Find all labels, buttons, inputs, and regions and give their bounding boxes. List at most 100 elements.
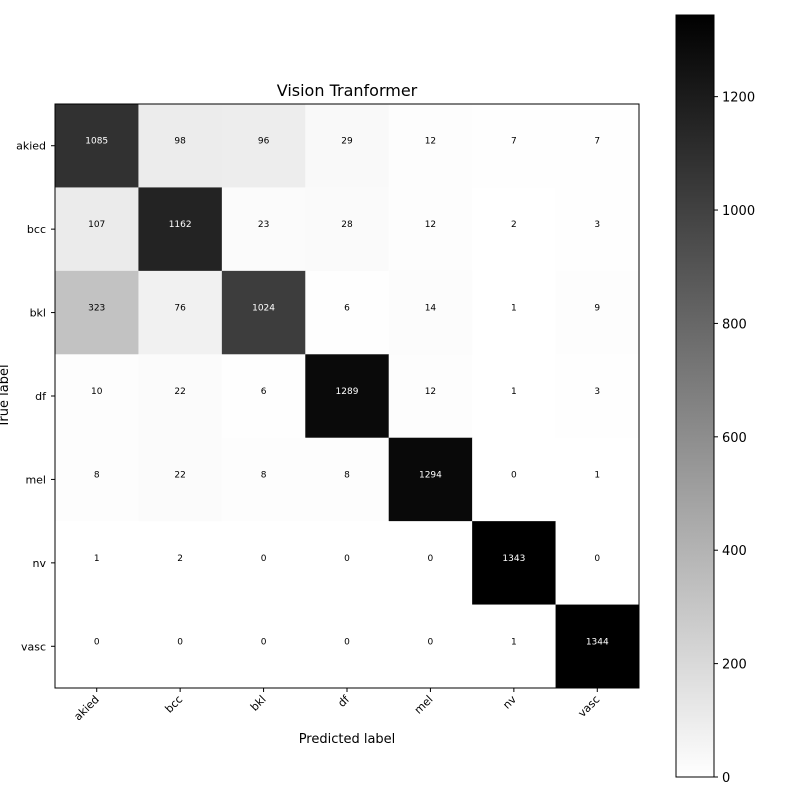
y-tick-label: bkl	[30, 307, 46, 320]
x-tick-label: nv	[500, 693, 519, 712]
heatmap-cell	[138, 104, 223, 188]
y-axis-ticks: akied bcc bkl df mel nv vasc	[16, 140, 55, 653]
cell-value-label: 23	[258, 220, 269, 230]
y-tick-label: bcc	[27, 223, 46, 236]
colorbar-tick-label: 1000	[722, 204, 755, 219]
cell-value-label: 0	[594, 554, 600, 564]
heatmap-cell	[555, 187, 640, 272]
heatmap-cells	[55, 104, 640, 689]
cell-value-label: 2	[511, 220, 517, 230]
cell-value-label: 1162	[169, 220, 192, 230]
x-axis-label: Predicted label	[299, 732, 396, 747]
cell-value-label: 8	[94, 470, 100, 480]
cell-value-label: 1085	[85, 137, 108, 147]
cell-value-label: 2	[177, 554, 183, 564]
cell-value-label: 0	[261, 637, 267, 647]
heatmap-cell	[138, 187, 223, 272]
heatmap-cell	[388, 437, 473, 522]
heatmap-cell	[55, 187, 139, 272]
heatmap-cell	[305, 437, 390, 522]
colorbar-tick-label: 400	[722, 544, 747, 559]
heatmap-cell	[221, 521, 306, 605]
cell-value-label: 9	[594, 304, 600, 314]
chart-title: Vision Tranformer	[277, 81, 418, 100]
heatmap-cell	[221, 187, 306, 272]
heatmap-cell	[55, 437, 139, 522]
cell-value-label: 0	[261, 554, 267, 564]
heatmap-cell	[305, 521, 390, 605]
cell-value-label: 0	[94, 637, 100, 647]
y-axis-label: True label	[0, 364, 12, 428]
heatmap-cell	[221, 354, 306, 439]
heatmap-cell	[472, 104, 556, 188]
heatmap-cell	[55, 521, 139, 605]
cell-value-label: 323	[88, 304, 105, 314]
heatmap-cell	[388, 187, 473, 272]
cell-value-label: 29	[341, 137, 353, 147]
heatmap-cell	[138, 354, 223, 439]
y-tick-label: df	[35, 390, 47, 403]
heatmap-cell	[138, 604, 223, 689]
heatmap-cell	[555, 354, 640, 439]
x-tick-label: vasc	[576, 693, 603, 720]
cell-value-label: 12	[425, 387, 436, 397]
heatmap-cell	[305, 270, 390, 355]
cell-value-label: 0	[177, 637, 183, 647]
y-tick-label: mel	[25, 473, 46, 486]
cell-value-label: 1343	[502, 554, 525, 564]
cell-value-label: 22	[174, 387, 185, 397]
cell-value-label: 107	[88, 220, 105, 230]
cell-value-label: 1344	[586, 637, 609, 647]
cell-value-label: 7	[511, 137, 517, 147]
cell-value-label: 8	[261, 470, 267, 480]
heatmap-cell	[472, 354, 556, 439]
colorbar-tick-label: 200	[722, 658, 747, 673]
cell-value-label: 1289	[336, 387, 359, 397]
cell-value-label: 1024	[252, 304, 275, 314]
heatmap-cell	[555, 437, 640, 522]
cell-value-label: 0	[428, 554, 434, 564]
cell-value-label: 0	[344, 637, 350, 647]
cell-value-label: 0	[344, 554, 350, 564]
heatmap-cell	[221, 104, 306, 188]
heatmap-cell	[305, 354, 390, 439]
colorbar-tick-label: 800	[722, 317, 747, 332]
y-tick-label: vasc	[21, 640, 46, 653]
heatmap-cell	[555, 270, 640, 355]
colorbar-ticks: 0 200 400 600 800 1000 1200	[714, 91, 755, 786]
heatmap-cell	[138, 521, 223, 605]
heatmap-cell	[305, 104, 390, 188]
cell-value-label: 76	[174, 304, 186, 314]
cell-value-label: 0	[511, 470, 517, 480]
x-axis-ticks: akied bcc bkl df mel nv vasc	[71, 688, 602, 723]
heatmap-cell	[55, 354, 139, 439]
heatmap-cell	[555, 104, 640, 188]
x-tick-label: mel	[412, 693, 436, 717]
cell-value-label: 96	[258, 137, 270, 147]
heatmap-cell	[555, 604, 640, 689]
x-tick-label: bcc	[163, 693, 186, 716]
x-tick-label: bkl	[248, 693, 269, 714]
cell-value-label: 12	[425, 137, 436, 147]
heatmap-cell	[55, 604, 139, 689]
cell-value-label: 14	[425, 304, 437, 314]
heatmap-cell	[388, 104, 473, 188]
cell-value-label: 6	[261, 387, 267, 397]
heatmap-cell	[388, 354, 473, 439]
heatmap-cell	[472, 270, 556, 355]
cell-value-label: 10	[91, 387, 103, 397]
heatmap-cell	[305, 187, 390, 272]
colorbar-tick-label: 0	[722, 771, 730, 786]
heatmap-cell	[388, 521, 473, 605]
y-tick-label: nv	[33, 557, 47, 570]
cell-value-label: 1	[511, 637, 517, 647]
cell-value-label: 0	[428, 637, 434, 647]
x-tick-label: akied	[71, 693, 101, 723]
cell-value-label: 98	[174, 137, 186, 147]
heatmap-cell	[388, 604, 473, 689]
heatmap-cell	[138, 437, 223, 522]
cell-value-label: 3	[594, 387, 600, 397]
colorbar-tick-label: 1200	[722, 91, 755, 106]
cell-value-label: 1	[511, 387, 517, 397]
